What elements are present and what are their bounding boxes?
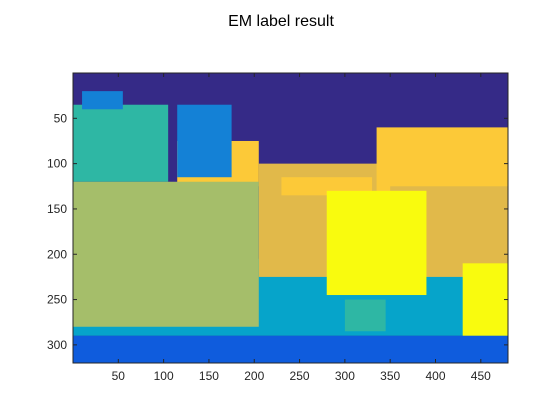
x-tick-label-300: 300 — [335, 369, 355, 383]
y-tick-label-250: 250 — [47, 293, 67, 307]
y-tick-label-100: 100 — [47, 157, 67, 171]
label-region-10-11 — [326, 190, 427, 296]
label-region-2-14 — [73, 335, 508, 363]
label-region-5-7 — [73, 104, 169, 182]
y-tick-label-300: 300 — [47, 338, 67, 352]
x-tick-label-100: 100 — [154, 369, 174, 383]
label-region-7-10 — [73, 181, 259, 327]
x-tick-label-50: 50 — [112, 369, 126, 383]
x-tick-label-200: 200 — [244, 369, 264, 383]
x-axis: 50 100 150 200 250 300 350 400 450 — [112, 73, 491, 383]
x-tick-label-400: 400 — [425, 369, 445, 383]
label-image — [73, 73, 508, 363]
chart-title: EM label result — [228, 13, 334, 30]
x-tick-label-250: 250 — [290, 369, 310, 383]
x-tick-label-350: 350 — [380, 369, 400, 383]
y-tick-label-150: 150 — [47, 202, 67, 216]
y-tick-label-50: 50 — [54, 111, 68, 125]
label-region-3-8 — [177, 104, 232, 178]
plot-frame — [72, 72, 509, 364]
y-tick-label-200: 200 — [47, 247, 67, 261]
x-tick-label-150: 150 — [199, 369, 219, 383]
y-axis: 50 100 150 200 250 300 — [47, 111, 508, 352]
label-region-3-9 — [82, 91, 123, 110]
x-tick-label-450: 450 — [471, 369, 491, 383]
label-region-10-12 — [462, 263, 508, 336]
label-region-5-13 — [344, 299, 386, 332]
